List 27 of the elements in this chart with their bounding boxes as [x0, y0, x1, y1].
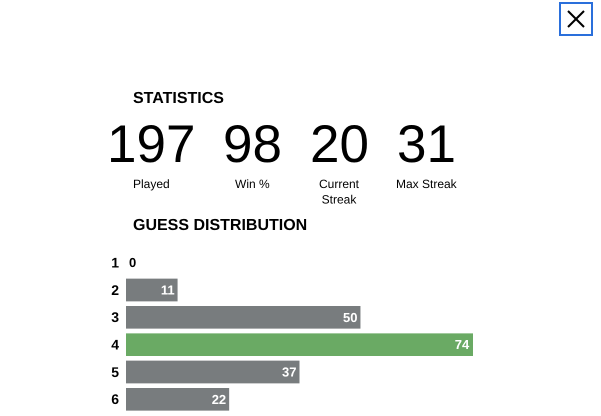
data-label: 197: [107, 115, 196, 174]
data-label: 11: [160, 282, 175, 298]
y-tick-label: 4: [111, 336, 120, 353]
data-label: 22: [212, 392, 226, 407]
data-label: 20: [310, 115, 369, 174]
y-tick-label: 5: [111, 364, 120, 380]
bar: [126, 360, 300, 384]
y-tick-label: 6: [111, 391, 120, 408]
bar: [126, 388, 230, 411]
text: STATISTICS: [133, 90, 224, 107]
category-label: Played: [133, 177, 170, 191]
data-label: 74: [454, 337, 470, 352]
data-label: 31: [397, 115, 456, 174]
bar: [126, 306, 360, 329]
y-tick-label: 1: [111, 254, 120, 271]
data-label: 98: [223, 115, 282, 174]
category-label: Current Streak: [319, 177, 360, 207]
data-label: 37: [282, 364, 296, 380]
y-tick-label: 3: [111, 309, 120, 326]
bar: [126, 333, 473, 356]
data-label: 0: [129, 255, 136, 270]
category-label: Max Streak: [396, 177, 458, 191]
bar: [126, 278, 178, 302]
data-label: 50: [342, 310, 358, 325]
category-label: Win %: [235, 177, 270, 191]
y-tick-label: 2: [111, 282, 120, 298]
chart-title: GUESS DISTRIBUTION: [133, 217, 308, 234]
